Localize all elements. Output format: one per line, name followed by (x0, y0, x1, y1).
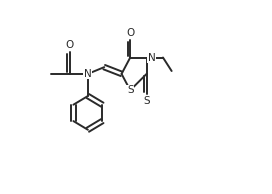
Text: O: O (126, 28, 134, 38)
Text: N: N (147, 53, 155, 62)
Text: O: O (66, 40, 74, 50)
Text: S: S (143, 96, 150, 106)
Text: S: S (127, 85, 134, 95)
Text: N: N (84, 69, 92, 79)
